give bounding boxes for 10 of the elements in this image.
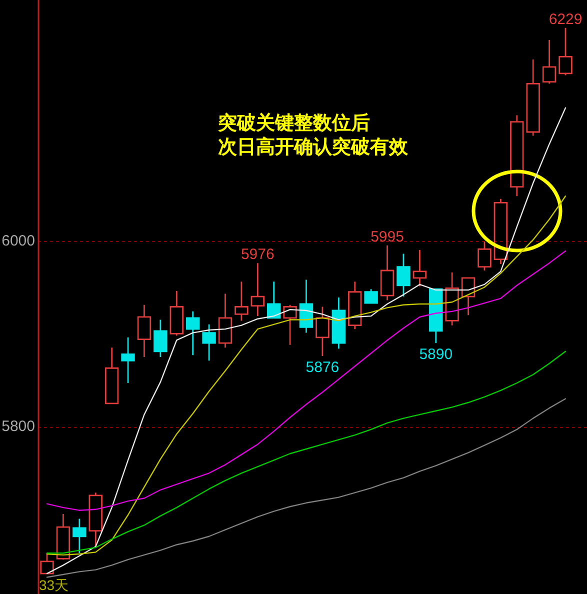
y-tick-label: 6000 [2,232,35,250]
annotation: 5995 [370,228,404,246]
annotation: 5876 [306,359,340,376]
annotation: 突破关键整数位后 [218,113,370,134]
annotation: 次日高开确认突破有效 [218,137,408,158]
annotation: 6229 [548,10,582,28]
annotation: 5890 [419,346,453,364]
annotation: 33天 [39,577,69,593]
y-tick-label: 5800 [2,418,35,436]
annotation: 5976 [240,246,274,264]
